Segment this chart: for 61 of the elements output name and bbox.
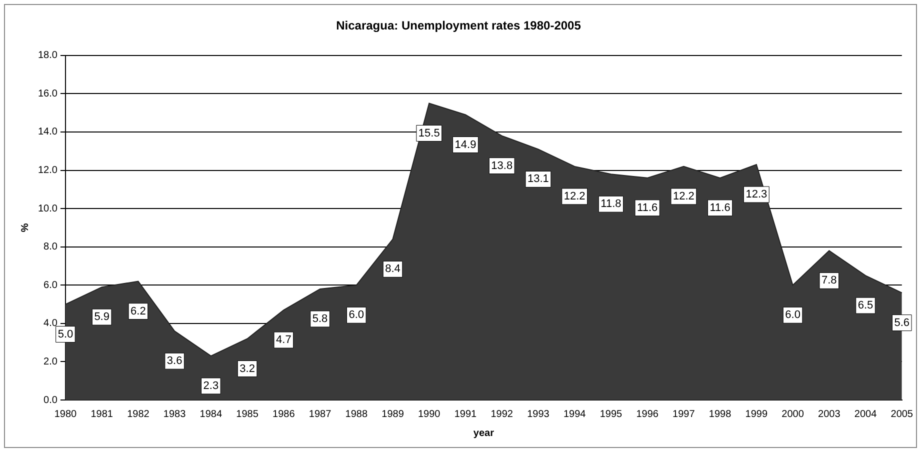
data-label: 13.8 [491, 160, 513, 172]
x-tick-label: 1985 [236, 408, 259, 420]
data-label: 11.6 [637, 202, 658, 214]
x-tick-label: 1987 [308, 408, 332, 420]
x-tick-label: 1984 [200, 408, 222, 420]
data-label: 15.5 [418, 127, 440, 140]
x-tick-label: 1983 [163, 408, 186, 420]
x-tick-label: 1992 [490, 408, 514, 420]
data-label: 12.2 [672, 190, 694, 202]
y-tick-label: 10.0 [38, 203, 58, 214]
data-label: 5.9 [94, 311, 110, 324]
data-label: 11.6 [710, 202, 730, 214]
data-label: 6.0 [785, 309, 800, 322]
x-axis-title: year [473, 428, 494, 439]
x-tick-label: 1997 [672, 408, 696, 420]
x-tick-label: 2003 [818, 408, 841, 420]
x-tick-label: 2000 [782, 408, 804, 420]
x-tick-label: 1986 [272, 408, 296, 420]
data-label: 5.0 [58, 328, 74, 340]
data-label: 4.7 [276, 334, 292, 346]
x-tick-label: 2005 [890, 408, 914, 420]
x-tick-label: 1991 [454, 408, 478, 420]
data-label: 3.2 [240, 362, 255, 375]
data-label: 2.3 [203, 380, 219, 392]
chart-title: Nicaragua: Unemployment rates 1980-2005 [336, 18, 582, 33]
data-label: 7.8 [821, 274, 837, 287]
data-label: 12.3 [746, 188, 768, 201]
x-tick-label: 1989 [382, 408, 404, 420]
data-label: 5.8 [312, 312, 328, 325]
data-label: 5.6 [894, 316, 910, 329]
x-tick-label: 1982 [127, 408, 150, 420]
x-tick-label: 1988 [345, 408, 368, 420]
data-label: 6.5 [858, 300, 874, 312]
y-tick-label: 4.0 [44, 318, 58, 330]
x-tick-label: 2004 [854, 408, 878, 420]
y-axis-title: % [20, 223, 31, 232]
x-tick-label: 1990 [418, 408, 441, 420]
x-tick-label: 1999 [745, 408, 768, 420]
y-tick-label: 16.0 [38, 88, 58, 100]
data-label: 3.6 [166, 355, 182, 368]
x-tick-label: 1981 [90, 408, 114, 420]
y-tick-label: 14.0 [38, 126, 58, 138]
x-tick-label: 1996 [636, 408, 659, 420]
y-tick-label: 8.0 [44, 242, 58, 253]
data-label: 8.4 [385, 263, 400, 276]
y-tick-label: 18.0 [38, 50, 58, 62]
y-tick-label: 2.0 [44, 356, 58, 368]
x-tick-label: 1994 [563, 408, 586, 420]
data-label: 11.8 [600, 198, 622, 210]
x-tick-label: 1998 [708, 408, 732, 420]
data-label: 14.9 [454, 138, 476, 151]
x-tick-label: 1993 [527, 408, 550, 420]
x-tick-label: 1995 [600, 408, 623, 420]
y-tick-label: 0.0 [44, 394, 58, 406]
x-tick-label: 1980 [54, 408, 78, 420]
y-tick-label: 12.0 [38, 165, 58, 176]
y-tick-label: 6.0 [44, 280, 58, 291]
data-label: 13.1 [528, 173, 549, 186]
data-label: 6.0 [348, 309, 364, 322]
data-label: 12.2 [564, 190, 586, 202]
data-label: 6.2 [130, 305, 146, 318]
